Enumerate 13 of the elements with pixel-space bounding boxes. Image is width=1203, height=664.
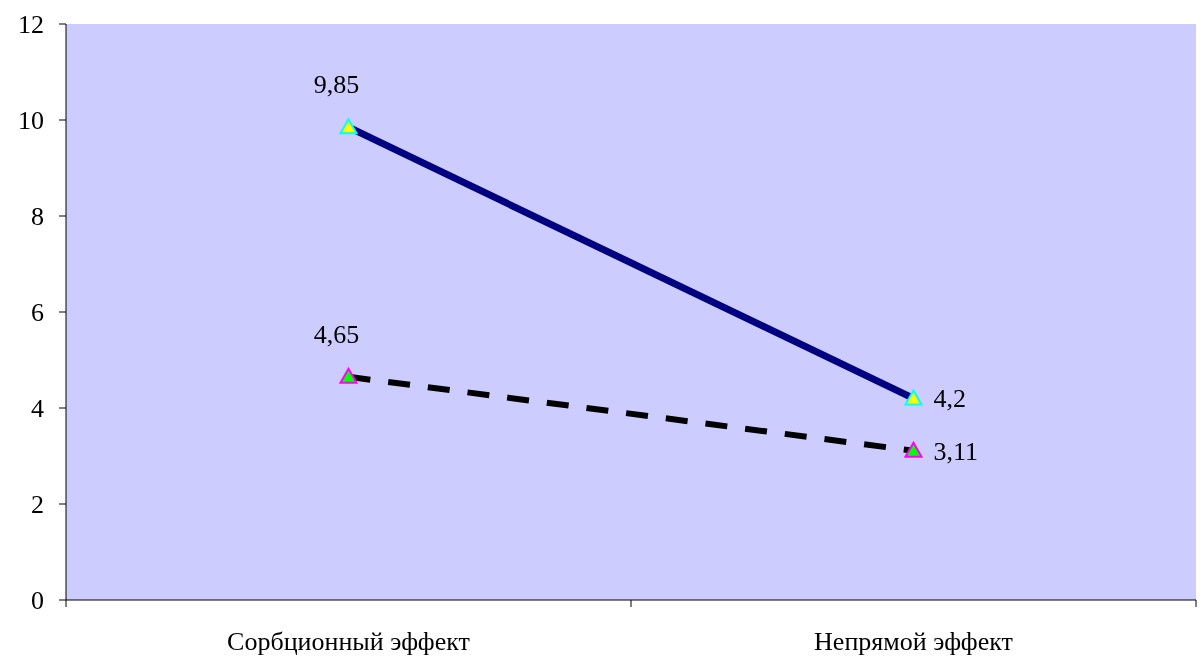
y-tick-label: 8 — [31, 202, 44, 231]
y-tick-label: 4 — [31, 394, 44, 423]
data-label: 4,2 — [933, 384, 966, 414]
data-label: 3,11 — [933, 436, 979, 466]
y-tick-label: 10 — [18, 106, 44, 135]
data-label: 4,65 — [313, 319, 360, 349]
x-tick-label: Сорбционный эффект — [227, 627, 470, 656]
y-tick-label: 2 — [31, 490, 44, 519]
x-tick-label: Непрямой эффект — [814, 627, 1013, 656]
y-tick-label: 12 — [18, 10, 44, 39]
y-tick-label: 0 — [31, 586, 44, 615]
data-label: 9,85 — [313, 70, 360, 100]
y-tick-label: 6 — [31, 298, 44, 327]
